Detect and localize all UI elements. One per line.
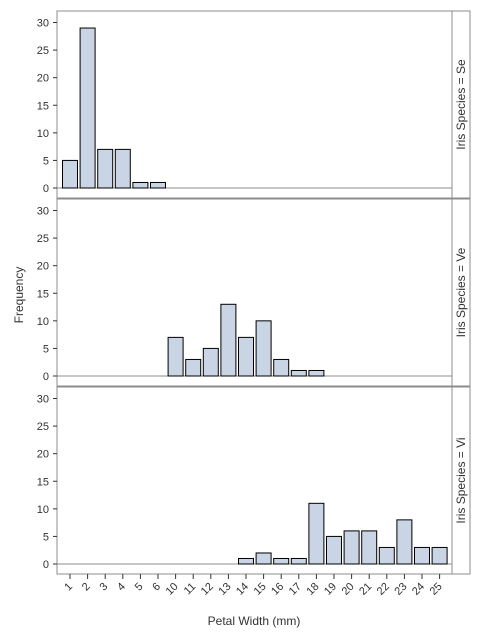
x-tick-label: 21 — [357, 581, 374, 598]
x-tick-label: 19 — [322, 581, 339, 598]
bar — [290, 369, 307, 377]
panel-frame — [56, 198, 453, 387]
bar — [273, 557, 290, 565]
x-tick-label: 17 — [287, 581, 304, 598]
y-tick-label: 10 — [37, 316, 49, 328]
x-tick-label: 22 — [375, 581, 392, 598]
bar — [414, 546, 430, 565]
y-tick-label: 20 — [37, 261, 49, 273]
x-tick-label: 12 — [199, 581, 216, 598]
bar — [378, 546, 395, 565]
bar — [361, 530, 378, 565]
bar — [202, 347, 219, 377]
bar — [343, 530, 360, 565]
y-tick-label: 30 — [37, 206, 49, 218]
y-axis-title: Frequency — [12, 267, 26, 324]
y-tick-label: 15 — [37, 100, 49, 112]
bar — [114, 148, 131, 189]
x-tick-label: 18 — [304, 581, 321, 598]
y-tick-label: 25 — [37, 233, 49, 245]
x-tick-label: 10 — [164, 581, 181, 598]
y-tick-label: 15 — [37, 288, 49, 300]
panel-strip-label: Iris Species = Ve — [454, 247, 468, 337]
y-tick-label: 10 — [37, 128, 49, 140]
x-tick-label: 20 — [340, 581, 357, 598]
x-tick-label: 16 — [269, 581, 286, 598]
bar — [326, 535, 342, 565]
y-tick-label: 30 — [37, 394, 49, 406]
x-tick-label: 3 — [98, 581, 111, 594]
panel: Iris Species = Vi 0 5 10 15 20 25 30 — [37, 386, 471, 575]
bar — [290, 557, 307, 565]
bar — [431, 546, 448, 565]
panel-strip — [451, 198, 471, 387]
panel-strip — [451, 386, 471, 575]
y-tick-label: 0 — [43, 183, 49, 195]
bar — [238, 557, 254, 565]
bar — [308, 369, 325, 377]
x-tick-label: 11 — [182, 581, 199, 598]
x-tick-label: 14 — [234, 581, 251, 598]
x-tick-label: 15 — [252, 581, 269, 598]
bar — [150, 181, 166, 189]
bar — [220, 303, 237, 377]
panel-strip-label: Iris Species = Se — [454, 59, 468, 150]
bar — [308, 502, 325, 565]
x-tick-label: 1 — [62, 581, 75, 594]
bar — [238, 336, 254, 377]
x-tick-label: 5 — [133, 581, 146, 594]
bar — [255, 552, 272, 565]
bar — [167, 336, 184, 377]
y-tick-label: 15 — [37, 476, 49, 488]
x-axis-title: Petal Width (mm) — [208, 614, 301, 628]
bar — [396, 519, 413, 565]
bar — [255, 320, 272, 377]
x-tick-label: 24 — [410, 581, 427, 598]
x-axis: 1 2 3 4 5 6 10 11 12 13 14 15 16 17 18 19 20 21 22 23 24 25 — [62, 574, 445, 598]
bar — [62, 159, 78, 189]
y-tick-label: 0 — [43, 371, 49, 383]
x-tick-label: 4 — [115, 581, 128, 594]
bar — [185, 358, 202, 377]
panel-strip-label: Iris Species = Vi — [454, 437, 468, 523]
panel-strip — [451, 10, 471, 199]
bar — [132, 181, 149, 189]
x-tick-label: 6 — [150, 581, 163, 594]
panel-frame — [56, 386, 453, 575]
y-tick-label: 25 — [37, 45, 49, 57]
y-tick-label: 5 — [43, 155, 49, 167]
y-tick-label: 10 — [37, 504, 49, 516]
y-tick-label: 0 — [43, 559, 49, 571]
y-tick-label: 5 — [43, 531, 49, 543]
x-tick-label: 13 — [216, 581, 233, 598]
y-tick-label: 5 — [43, 343, 49, 355]
panel: Iris Species = Ve 0 5 10 15 20 25 30 — [37, 198, 471, 387]
bar — [97, 148, 114, 189]
y-tick-label: 25 — [37, 421, 49, 433]
panel: Iris Species = Se 0 5 10 15 20 25 30 — [37, 10, 471, 199]
y-tick-label: 20 — [37, 73, 49, 85]
x-tick-label: 23 — [392, 581, 409, 598]
y-tick-label: 30 — [37, 18, 49, 30]
bar — [273, 358, 290, 377]
bar — [79, 27, 96, 189]
x-tick-label: 25 — [428, 581, 445, 598]
x-tick-label: 2 — [80, 581, 93, 594]
y-tick-label: 20 — [37, 449, 49, 461]
